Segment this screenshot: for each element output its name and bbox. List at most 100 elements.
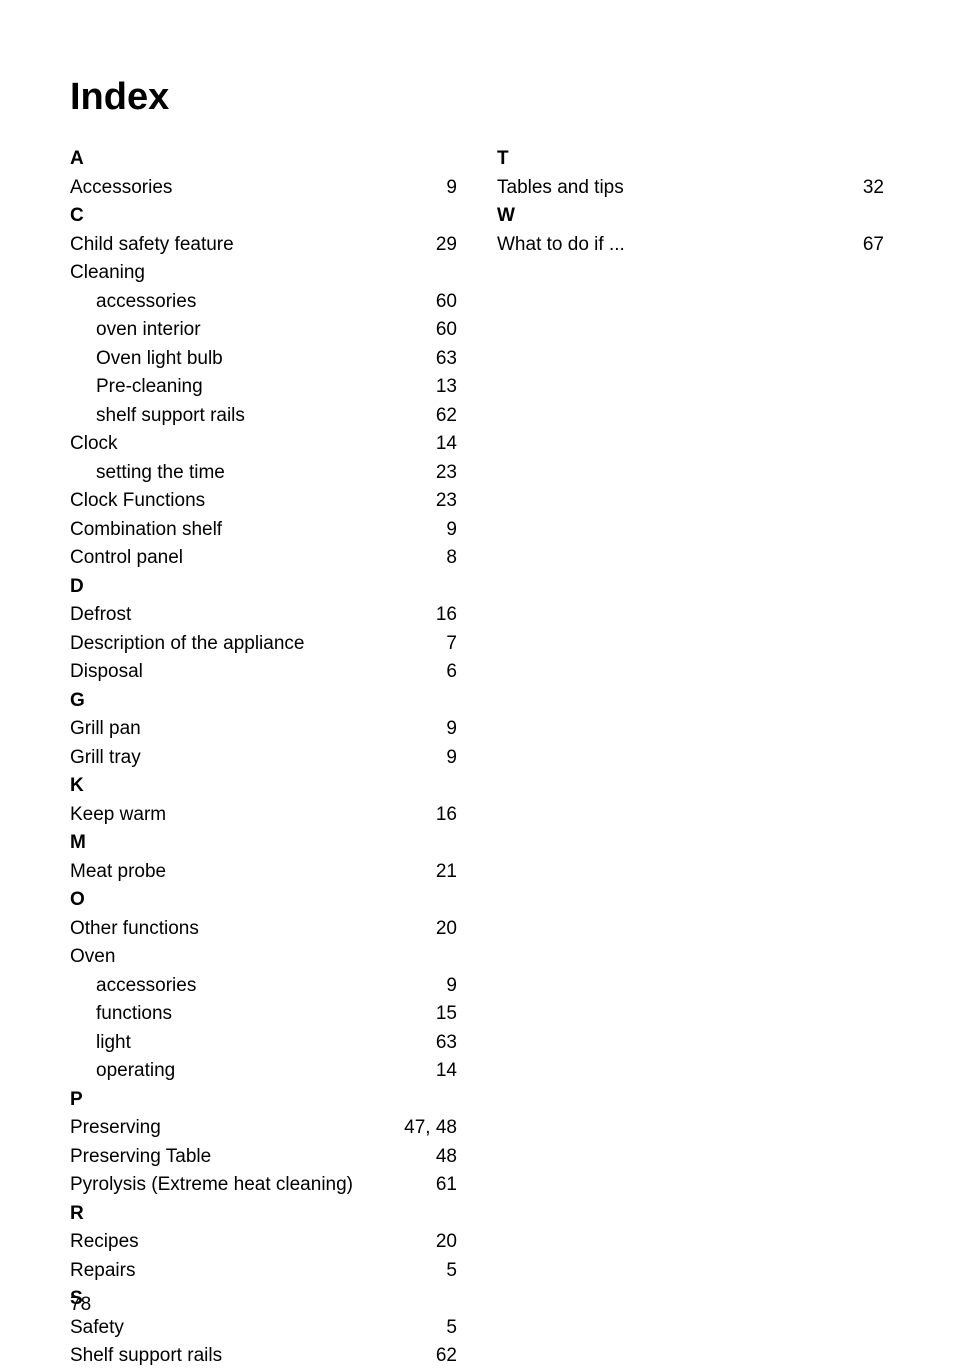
column-right: T Tables and tips 32 W What to do if ...… (497, 145, 884, 1371)
entry-label: Recipes (70, 1228, 139, 1257)
entry-oven-functions: functions 15 (70, 1000, 457, 1029)
entry-label: Keep warm (70, 801, 166, 830)
entry-label: Control panel (70, 544, 183, 573)
entry-setting-time: setting the time 23 (70, 459, 457, 488)
entry-preserving-table: Preserving Table 48 (70, 1143, 457, 1172)
entry-other-functions: Other functions 20 (70, 915, 457, 944)
entry-label: Shelf support rails (70, 1342, 222, 1371)
entry-label: Description of the appliance (70, 630, 304, 659)
entry-page: 5 (442, 1257, 457, 1286)
entry-cleaning: Cleaning (70, 259, 457, 288)
entry-label: oven interior (96, 316, 201, 345)
entry-label: Disposal (70, 658, 143, 687)
entry-page: 32 (859, 174, 884, 203)
entry-page: 63 (432, 345, 457, 374)
entry-page: 8 (442, 544, 457, 573)
entry-page: 13 (432, 373, 457, 402)
entry-shelf-support-rails: Shelf support rails 62 (70, 1342, 457, 1371)
page-number: 78 (70, 1294, 91, 1316)
entry-page: 16 (432, 601, 457, 630)
entry-page: 14 (432, 430, 457, 459)
entry-page: 21 (432, 858, 457, 887)
section-letter-c: C (70, 202, 457, 231)
entry-label: Pyrolysis (Extreme heat cleaning) (70, 1171, 353, 1200)
entry-oven-operating: operating 14 (70, 1057, 457, 1086)
entry-page: 9 (442, 715, 457, 744)
entry-child-safety: Child safety feature 29 (70, 231, 457, 260)
entry-label: Child safety feature (70, 231, 234, 260)
entry-clock-functions: Clock Functions 23 (70, 487, 457, 516)
entry-label: Safety (70, 1314, 124, 1343)
entry-label: Grill pan (70, 715, 141, 744)
section-letter-r: R (70, 1200, 457, 1229)
entry-page: 20 (432, 1228, 457, 1257)
section-letter-d: D (70, 573, 457, 602)
entry-pyrolysis: Pyrolysis (Extreme heat cleaning) 61 (70, 1171, 457, 1200)
entry-page: 61 (432, 1171, 457, 1200)
entry-preserving: Preserving 47, 48 (70, 1114, 457, 1143)
entry-label: What to do if ... (497, 231, 625, 260)
section-letter-w: W (497, 202, 884, 231)
entry-label: setting the time (96, 459, 225, 488)
entry-page: 62 (432, 1342, 457, 1371)
section-letter-o: O (70, 886, 457, 915)
entry-what-to-do-if: What to do if ... 67 (497, 231, 884, 260)
entry-label: Tables and tips (497, 174, 624, 203)
section-letter-p: P (70, 1086, 457, 1115)
entry-cleaning-accessories: accessories 60 (70, 288, 457, 317)
entry-repairs: Repairs 5 (70, 1257, 457, 1286)
entry-oven-light: light 63 (70, 1029, 457, 1058)
entry-label: operating (96, 1057, 175, 1086)
entry-page: 9 (442, 516, 457, 545)
entry-disposal: Disposal 6 (70, 658, 457, 687)
entry-page: 9 (442, 174, 457, 203)
entry-pre-cleaning: Pre-cleaning 13 (70, 373, 457, 402)
entry-page: 6 (442, 658, 457, 687)
entry-page: 7 (442, 630, 457, 659)
entry-label: light (96, 1029, 131, 1058)
entry-page: 47, 48 (400, 1114, 457, 1143)
entry-page: 63 (432, 1029, 457, 1058)
entry-tables-and-tips: Tables and tips 32 (497, 174, 884, 203)
entry-description: Description of the appliance 7 (70, 630, 457, 659)
entry-page: 23 (432, 487, 457, 516)
entry-page: 60 (432, 288, 457, 317)
entry-grill-tray: Grill tray 9 (70, 744, 457, 773)
entry-label: Combination shelf (70, 516, 222, 545)
entry-keep-warm: Keep warm 16 (70, 801, 457, 830)
entry-label: Accessories (70, 174, 172, 203)
entry-label: Defrost (70, 601, 131, 630)
entry-oven-interior: oven interior 60 (70, 316, 457, 345)
section-letter-a: A (70, 145, 457, 174)
index-columns: A Accessories 9 C Child safety feature 2… (70, 145, 884, 1371)
entry-defrost: Defrost 16 (70, 601, 457, 630)
entry-label: Repairs (70, 1257, 135, 1286)
entry-page: 9 (442, 972, 457, 1001)
entry-label: shelf support rails (96, 402, 245, 431)
entry-control-panel: Control panel 8 (70, 544, 457, 573)
entry-label: accessories (96, 972, 196, 1001)
entry-label: Preserving Table (70, 1143, 211, 1172)
entry-label: Preserving (70, 1114, 161, 1143)
entry-page: 9 (442, 744, 457, 773)
entry-page: 5 (442, 1314, 457, 1343)
entry-meat-probe: Meat probe 21 (70, 858, 457, 887)
section-letter-m: M (70, 829, 457, 858)
entry-shelf-support-rails-sub: shelf support rails 62 (70, 402, 457, 431)
entry-recipes: Recipes 20 (70, 1228, 457, 1257)
entry-oven-accessories: accessories 9 (70, 972, 457, 1001)
entry-label: Grill tray (70, 744, 141, 773)
entry-label: Pre-cleaning (96, 373, 203, 402)
entry-label: Other functions (70, 915, 199, 944)
entry-label: functions (96, 1000, 172, 1029)
entry-oven-light-bulb: Oven light bulb 63 (70, 345, 457, 374)
entry-accessories: Accessories 9 (70, 174, 457, 203)
entry-page: 29 (432, 231, 457, 260)
entry-safety: Safety 5 (70, 1314, 457, 1343)
column-left: A Accessories 9 C Child safety feature 2… (70, 145, 457, 1371)
entry-page: 15 (432, 1000, 457, 1029)
entry-combination-shelf: Combination shelf 9 (70, 516, 457, 545)
entry-clock: Clock 14 (70, 430, 457, 459)
entry-page: 20 (432, 915, 457, 944)
entry-label: Clock Functions (70, 487, 205, 516)
